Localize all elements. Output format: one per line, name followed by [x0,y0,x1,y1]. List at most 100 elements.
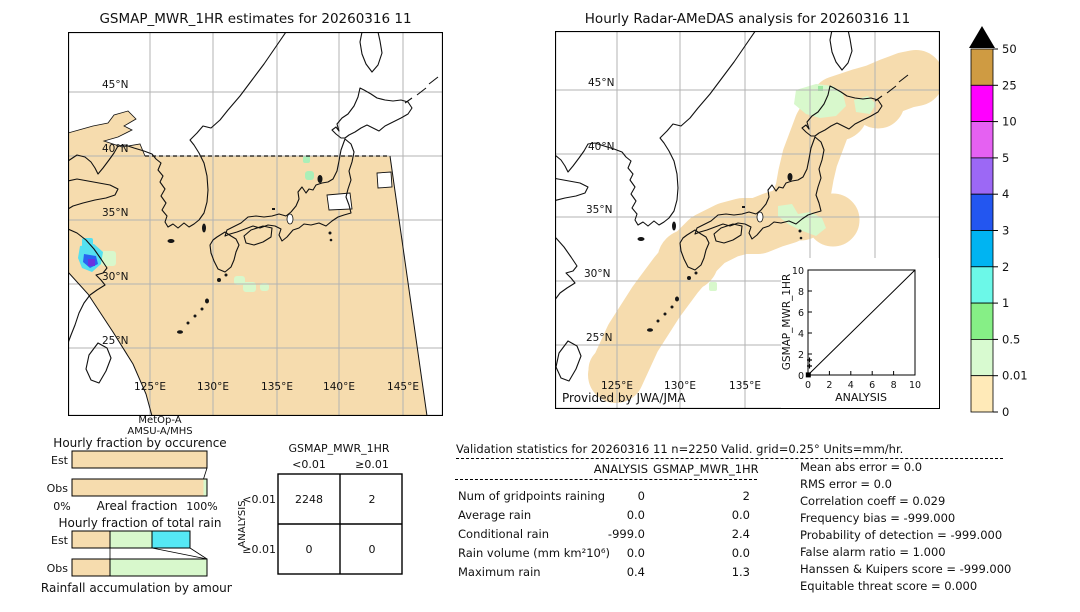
score-equitable-threat: Equitable threat score = 0.000 [800,579,978,593]
lat-label: 45°N [102,79,128,91]
contingency-grid [277,473,403,575]
validation-title: Validation statistics for 20260316 11 n=… [456,442,1003,459]
inset-ticks [807,269,916,376]
areal-fraction-label: Areal fraction [97,499,178,513]
colorbar-segments [970,48,994,413]
contingency-cell-22: 0 [369,543,376,556]
left-map: 45°N 40°N 35°N 30°N 25°N 125°E 130°E 135… [68,32,443,416]
totalrain-caption: Rainfall accumulation by amount [41,581,232,595]
left-map-title: GSMAP_MWR_1HR estimates for 20260316 11 [99,11,412,27]
coastline [68,32,439,384]
colorbar-label: 0.01 [1002,369,1028,383]
validation-header-rule [455,479,757,480]
lon-label: 135°E [729,380,761,392]
credit-text: Provided by JWA/JMA [562,391,686,405]
inset-xlabel: ANALYSIS [835,391,887,404]
sensor-caption-2: AMSU-A/MHS [127,426,192,437]
ytick: 10 [792,266,804,277]
radar-coverage [588,50,940,403]
xtick: 8 [891,380,897,391]
lat-label: 30°N [584,268,610,280]
totalrain-connectors [109,547,208,560]
ytick: 6 [798,308,804,319]
lat-label: 45°N [588,77,614,89]
validation-col-analysis: ANALYSIS [593,462,648,476]
small-islands [167,175,333,334]
contingency-cell-12: 2 [369,493,376,506]
swath-edges [68,110,428,416]
identity-line [807,269,916,376]
validation-row-gsmap-value: 1.3 [731,565,750,579]
lat-label: 35°N [586,204,612,216]
fraction-charts: MetOp-A AMSU-A/MHS Hourly fraction by oc… [41,415,232,595]
validation-row-label: Average rain [458,508,532,522]
colorbar-label: 0.5 [1002,332,1020,346]
lat-label: 25°N [102,335,128,347]
colorbar-label: 25 [1002,78,1017,92]
validation-row-gsmap-value: 0.0 [731,508,750,522]
contingency-row1: <0.01 [242,493,276,506]
colorbar-label: 2 [1002,260,1009,274]
colorbar-label: 3 [1002,224,1009,238]
occurrence-obs-label: Obs [47,482,69,495]
lat-label: 30°N [102,271,128,283]
overflow-triangle-icon [969,26,995,48]
score-mean-abs-error: Mean abs error = 0.0 [800,460,923,474]
totalrain-obs-bar [71,558,208,577]
contingency-row-axis: ANALYSIS [237,500,248,547]
colorbar-labels: 50 25 10 5 4 3 2 1 0.5 0.01 0 [1002,42,1028,419]
lon-label: 145°E [387,381,419,393]
colorbar-label: 1 [1002,296,1009,310]
sensor-caption-1: MetOp-A [138,415,181,426]
colorbar: 50 25 10 5 4 3 2 1 0.5 0.01 0 [969,26,1028,419]
totalrain-est-bar [71,530,191,549]
validation-row-analysis-value: 0.0 [626,546,645,560]
ytick: 2 [798,350,804,361]
validation-row-gsmap-value: 2.4 [731,527,750,541]
contingency-table: GSMAP_MWR_1HR <0.01 ≥0.01 2248 2 0 0 <0.… [237,442,403,575]
score-pod: Probability of detection = -999.000 [800,528,1003,542]
rain-cell [78,238,116,272]
score-hanssen-kuipers: Hanssen & Kuipers score = -999.000 [800,562,1012,576]
lat-label: 35°N [102,207,128,219]
lon-label: 130°E [664,380,696,392]
left-map-frame [68,32,443,416]
occurrence-obs-bar [71,478,208,497]
areal-fraction-0: 0% [53,500,70,513]
contingency-title: GSMAP_MWR_1HR [288,442,389,455]
xtick: 4 [848,380,854,391]
colorbar-label: 5 [1002,151,1009,165]
occurrence-est-bar [71,450,208,469]
lon-label: 125°E [134,381,166,393]
score-far: False alarm ratio = 1.000 [800,545,946,559]
ytick: 0 [798,371,804,382]
left-map-labels: 45°N 40°N 35°N 30°N 25°N 125°E 130°E 135… [102,79,419,393]
score-frequency-bias: Frequency bias = -999.000 [800,511,956,525]
right-map-title: Hourly Radar-AMeDAS analysis for 2026031… [584,11,911,27]
validation-row-analysis-value: 0 [637,489,645,503]
validation-row-label: Maximum rain [458,565,541,579]
areal-fraction-100: 100% [186,500,217,513]
validation-row-label: Conditional rain [458,527,550,541]
right-map-frame [555,31,940,409]
inset-tick-labels: 10 8 6 4 2 0 0 2 4 6 8 10 [792,266,921,391]
validation-row-analysis-value: 0.4 [626,565,645,579]
lon-label: 140°E [323,381,355,393]
validation-col-gsmap: GSMAP_MWR_1HR [653,462,759,476]
xtick: 10 [909,380,921,391]
lon-label: 125°E [601,380,633,392]
xtick: 6 [869,380,875,391]
validation-row-label: Rain volume (mm km²10⁶) [458,546,610,560]
contingency-col2: ≥0.01 [355,458,389,471]
right-map-labels: 45°N 40°N 35°N 30°N 25°N 125°E 130°E 135… [584,77,761,392]
colorbar-ticks [993,48,998,413]
lat-label: 40°N [588,141,614,153]
contingency-cell-21: 0 [306,543,313,556]
occurrence-obs-green-segment [203,479,207,496]
colorbar-label: 50 [1002,42,1017,56]
light-rain-patches [709,84,876,291]
scatter-points [805,357,812,378]
contingency-cell-11: 2248 [295,493,323,506]
xtick: 0 [805,380,811,391]
